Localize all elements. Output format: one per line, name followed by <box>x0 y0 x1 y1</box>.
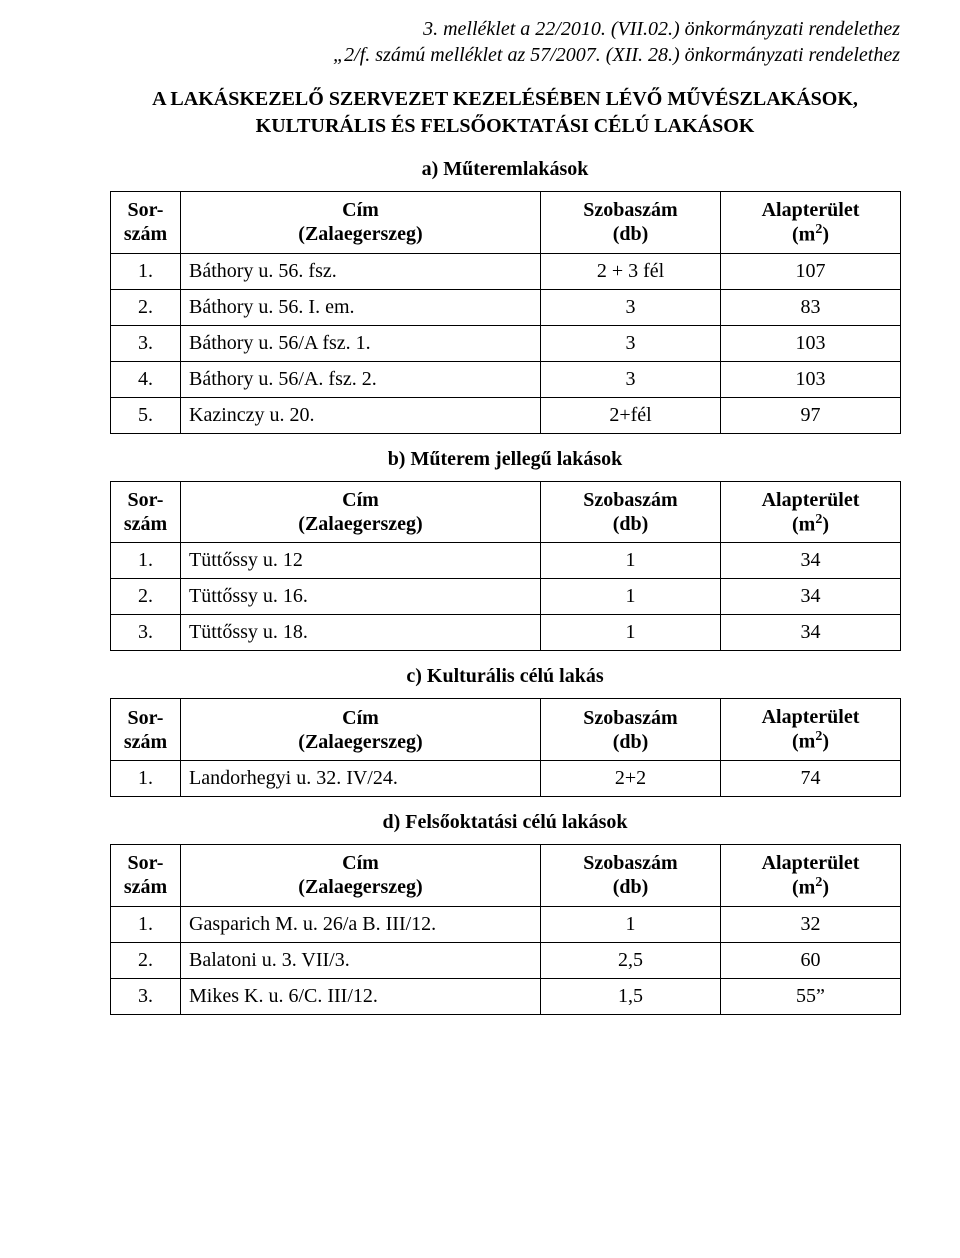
cell-db: 2,5 <box>541 942 721 978</box>
table-row: 1. Báthory u. 56. fsz. 2 + 3 fél 107 <box>111 253 901 289</box>
section-d-table: Sor- szám Cím (Zalaegerszeg) Szobaszám (… <box>110 844 901 1015</box>
cell-sorszam: 3. <box>111 978 181 1014</box>
col-sorszam: Sor- szám <box>111 844 181 906</box>
col-szobaszam: Szobaszám (db) <box>541 844 721 906</box>
cell-sorszam: 4. <box>111 361 181 397</box>
table-row: 3. Tüttőssy u. 18. 1 34 <box>111 615 901 651</box>
col-alapterulet: Alapterület (m2) <box>721 699 901 761</box>
table-row: 1. Landorhegyi u. 32. IV/24. 2+2 74 <box>111 760 901 796</box>
cell-sorszam: 3. <box>111 325 181 361</box>
cell-sorszam: 1. <box>111 543 181 579</box>
cell-sorszam: 2. <box>111 289 181 325</box>
col-szobaszam: Szobaszám (db) <box>541 699 721 761</box>
col-cim: Cím (Zalaegerszeg) <box>181 699 541 761</box>
cell-db: 3 <box>541 325 721 361</box>
cell-sorszam: 2. <box>111 942 181 978</box>
cell-sorszam: 1. <box>111 253 181 289</box>
cell-db: 2 + 3 fél <box>541 253 721 289</box>
cell-area: 34 <box>721 579 901 615</box>
col-cim: Cím (Zalaegerszeg) <box>181 844 541 906</box>
table-row: 3. Báthory u. 56/A fsz. 1. 3 103 <box>111 325 901 361</box>
cell-area: 83 <box>721 289 901 325</box>
cell-area: 74 <box>721 760 901 796</box>
table-header-row: Sor- szám Cím (Zalaegerszeg) Szobaszám (… <box>111 699 901 761</box>
cell-area: 34 <box>721 543 901 579</box>
col-sorszam: Sor- szám <box>111 699 181 761</box>
cell-address: Báthory u. 56. fsz. <box>181 253 541 289</box>
cell-sorszam: 1. <box>111 906 181 942</box>
section-c-table: Sor- szám Cím (Zalaegerszeg) Szobaszám (… <box>110 698 901 797</box>
cell-area: 55” <box>721 978 901 1014</box>
table-row: 1. Gasparich M. u. 26/a B. III/12. 1 32 <box>111 906 901 942</box>
table-row: 5. Kazinczy u. 20. 2+fél 97 <box>111 397 901 433</box>
document-page: 3. melléklet a 22/2010. (VII.02.) önkorm… <box>0 0 960 1258</box>
table-row: 2. Balatoni u. 3. VII/3. 2,5 60 <box>111 942 901 978</box>
section-b-table: Sor- szám Cím (Zalaegerszeg) Szobaszám (… <box>110 481 901 652</box>
section-a-table: Sor- szám Cím (Zalaegerszeg) Szobaszám (… <box>110 191 901 434</box>
cell-area: 103 <box>721 325 901 361</box>
cell-address: Gasparich M. u. 26/a B. III/12. <box>181 906 541 942</box>
cell-db: 1 <box>541 906 721 942</box>
cell-db: 1,5 <box>541 978 721 1014</box>
cell-sorszam: 2. <box>111 579 181 615</box>
table-row: 4. Báthory u. 56/A. fsz. 2. 3 103 <box>111 361 901 397</box>
cell-sorszam: 1. <box>111 760 181 796</box>
cell-sorszam: 3. <box>111 615 181 651</box>
cell-area: 97 <box>721 397 901 433</box>
cell-address: Báthory u. 56/A. fsz. 2. <box>181 361 541 397</box>
cell-area: 60 <box>721 942 901 978</box>
table-row: 2. Tüttőssy u. 16. 1 34 <box>111 579 901 615</box>
cell-address: Báthory u. 56/A fsz. 1. <box>181 325 541 361</box>
col-cim: Cím (Zalaegerszeg) <box>181 192 541 254</box>
header-line-1: 3. melléklet a 22/2010. (VII.02.) önkorm… <box>110 16 900 42</box>
main-title: A LAKÁSKEZELŐ SZERVEZET KEZELÉSÉBEN LÉVŐ… <box>110 86 900 140</box>
cell-db: 3 <box>541 361 721 397</box>
col-sorszam: Sor- szám <box>111 192 181 254</box>
cell-address: Tüttőssy u. 12 <box>181 543 541 579</box>
table-row: 3. Mikes K. u. 6/C. III/12. 1,5 55” <box>111 978 901 1014</box>
cell-address: Tüttőssy u. 18. <box>181 615 541 651</box>
cell-address: Mikes K. u. 6/C. III/12. <box>181 978 541 1014</box>
cell-area: 34 <box>721 615 901 651</box>
section-b-title: b) Műterem jellegű lakások <box>110 448 900 471</box>
cell-db: 1 <box>541 579 721 615</box>
table-row: 2. Báthory u. 56. I. em. 3 83 <box>111 289 901 325</box>
header-block: 3. melléklet a 22/2010. (VII.02.) önkorm… <box>110 16 900 68</box>
main-title-line-1: A LAKÁSKEZELŐ SZERVEZET KEZELÉSÉBEN LÉVŐ… <box>110 86 900 113</box>
cell-address: Báthory u. 56. I. em. <box>181 289 541 325</box>
cell-db: 1 <box>541 543 721 579</box>
cell-db: 2+2 <box>541 760 721 796</box>
section-c-title: c) Kulturális célú lakás <box>110 665 900 688</box>
col-szobaszam: Szobaszám (db) <box>541 192 721 254</box>
cell-address: Kazinczy u. 20. <box>181 397 541 433</box>
table-header-row: Sor- szám Cím (Zalaegerszeg) Szobaszám (… <box>111 192 901 254</box>
col-cim: Cím (Zalaegerszeg) <box>181 481 541 543</box>
header-line-2: „2/f. számú melléklet az 57/2007. (XII. … <box>110 42 900 68</box>
cell-address: Balatoni u. 3. VII/3. <box>181 942 541 978</box>
section-a-title: a) Műteremlakások <box>110 158 900 181</box>
cell-db: 3 <box>541 289 721 325</box>
col-szobaszam: Szobaszám (db) <box>541 481 721 543</box>
cell-sorszam: 5. <box>111 397 181 433</box>
table-header-row: Sor- szám Cím (Zalaegerszeg) Szobaszám (… <box>111 481 901 543</box>
col-alapterulet: Alapterület (m2) <box>721 481 901 543</box>
col-alapterulet: Alapterület (m2) <box>721 844 901 906</box>
cell-address: Landorhegyi u. 32. IV/24. <box>181 760 541 796</box>
section-d-title: d) Felsőoktatási célú lakások <box>110 811 900 834</box>
cell-area: 32 <box>721 906 901 942</box>
col-alapterulet: Alapterület (m2) <box>721 192 901 254</box>
cell-db: 2+fél <box>541 397 721 433</box>
table-row: 1. Tüttőssy u. 12 1 34 <box>111 543 901 579</box>
cell-db: 1 <box>541 615 721 651</box>
cell-address: Tüttőssy u. 16. <box>181 579 541 615</box>
cell-area: 107 <box>721 253 901 289</box>
col-sorszam: Sor- szám <box>111 481 181 543</box>
main-title-line-2: KULTURÁLIS ÉS FELSŐOKTATÁSI CÉLÚ LAKÁSOK <box>110 113 900 140</box>
cell-area: 103 <box>721 361 901 397</box>
table-header-row: Sor- szám Cím (Zalaegerszeg) Szobaszám (… <box>111 844 901 906</box>
